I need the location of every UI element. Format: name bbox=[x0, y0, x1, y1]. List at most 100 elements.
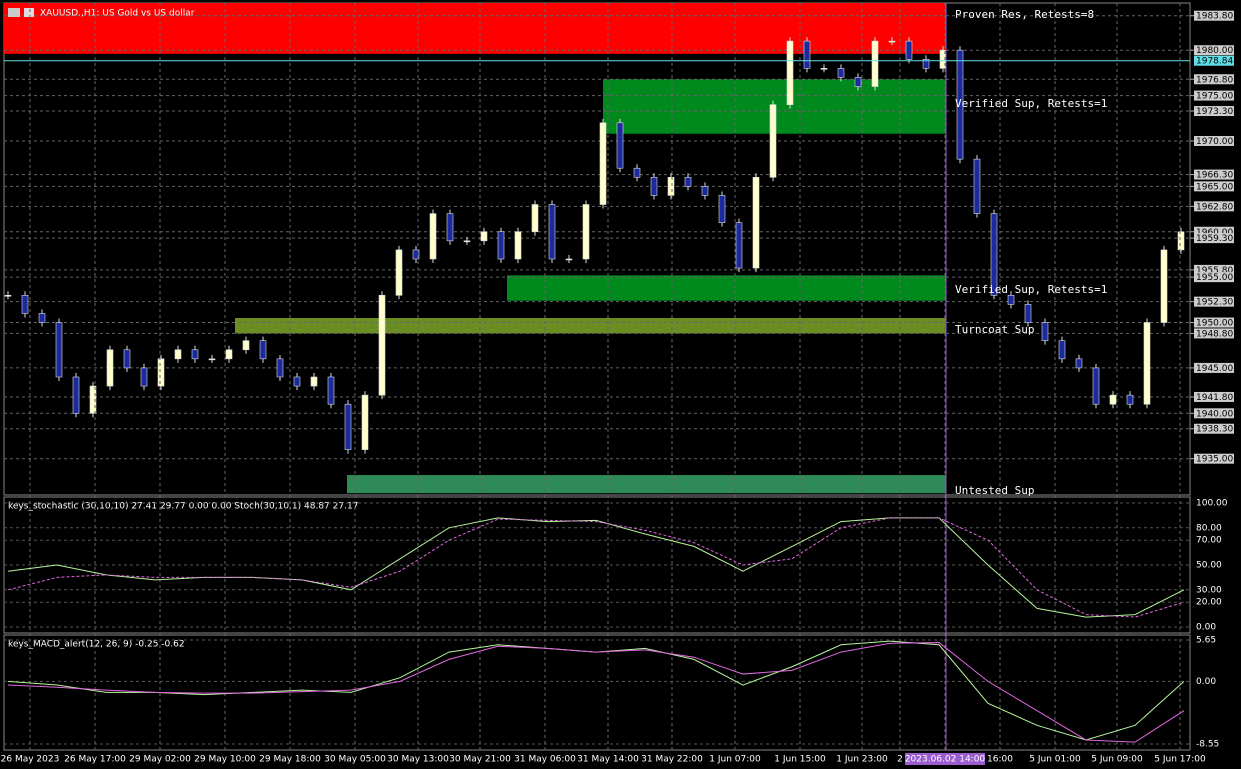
candle bbox=[990, 213, 998, 296]
zone-label: Untested Sup bbox=[955, 484, 1034, 497]
price-label: 1980.00 bbox=[1196, 46, 1233, 56]
price-label: 1940.00 bbox=[1196, 409, 1233, 419]
candle bbox=[871, 40, 879, 87]
time-label: 1 Jun 07:00 bbox=[709, 755, 761, 765]
candle bbox=[1143, 322, 1151, 405]
time-label: 1 Jun 15:00 bbox=[774, 755, 826, 765]
zone-label: Turncoat Sup bbox=[955, 323, 1034, 336]
tick-box bbox=[1194, 362, 1234, 373]
tick-box bbox=[1194, 226, 1234, 237]
candle bbox=[1126, 394, 1134, 405]
current-price-label: 1978.84 bbox=[1196, 57, 1233, 67]
candle bbox=[973, 158, 981, 214]
candle bbox=[191, 349, 199, 360]
tick-box bbox=[1194, 264, 1234, 275]
candle bbox=[293, 376, 301, 387]
axis-label: 0.00 bbox=[1196, 623, 1216, 633]
candle bbox=[480, 231, 488, 242]
price-label: 1976.80 bbox=[1196, 75, 1233, 85]
zone-label: Verified Sup, Retests=1 bbox=[955, 283, 1107, 296]
stoch-title: keys_stochastic (30,10,10) 27.41 29.77 0… bbox=[8, 502, 358, 512]
time-label: 5 Jun 17:00 bbox=[1154, 755, 1206, 765]
axis-label: 5.65 bbox=[1196, 636, 1216, 646]
candle bbox=[1058, 340, 1066, 360]
zone bbox=[507, 275, 946, 301]
macd-frame bbox=[3, 634, 1191, 751]
price-label: 1948.80 bbox=[1196, 329, 1233, 339]
price-label: 1965.00 bbox=[1196, 182, 1233, 192]
price-label: 1959.30 bbox=[1196, 234, 1233, 244]
axis-label: 100.00 bbox=[1196, 499, 1228, 509]
zone-label: Proven Res, Retests=8 bbox=[955, 8, 1094, 21]
tick-box bbox=[1194, 74, 1234, 85]
candle bbox=[701, 186, 709, 196]
price-label: 1938.30 bbox=[1196, 425, 1233, 435]
axis-label: 0.00 bbox=[1196, 677, 1216, 687]
candle bbox=[735, 222, 743, 269]
candle bbox=[922, 58, 930, 69]
candle bbox=[225, 349, 233, 360]
candle bbox=[174, 349, 182, 360]
chart-title: XAUUSD.,H1: US Gold vs US dollar bbox=[40, 9, 195, 19]
time-label: 31 May 14:00 bbox=[577, 755, 639, 765]
tick-box bbox=[1194, 181, 1234, 192]
tick-box bbox=[1194, 328, 1234, 339]
candle bbox=[327, 376, 335, 405]
candle bbox=[21, 294, 29, 314]
candle bbox=[514, 231, 522, 260]
candle bbox=[208, 358, 216, 361]
price-label: 1960.00 bbox=[1196, 228, 1233, 238]
candle bbox=[38, 313, 46, 323]
tick-box bbox=[1194, 233, 1234, 244]
price-label: 1955.80 bbox=[1196, 266, 1233, 276]
candle bbox=[650, 176, 658, 196]
candle bbox=[259, 340, 267, 360]
tick-box bbox=[1194, 272, 1234, 283]
candle bbox=[123, 349, 131, 369]
candle bbox=[463, 240, 471, 243]
time-label: 29 May 02:00 bbox=[129, 755, 191, 765]
axis-label: 70.00 bbox=[1196, 536, 1222, 546]
candle bbox=[1109, 394, 1117, 405]
candle bbox=[361, 394, 369, 450]
time-label: 26 May 17:00 bbox=[64, 755, 126, 765]
tick-box bbox=[1194, 317, 1234, 328]
price-label: 1955.00 bbox=[1196, 273, 1233, 283]
main-pane bbox=[4, 3, 1190, 494]
candle bbox=[395, 249, 403, 296]
candle bbox=[446, 213, 454, 242]
candle bbox=[1041, 322, 1049, 341]
candle bbox=[820, 68, 828, 70]
tick-box bbox=[1194, 106, 1234, 117]
price-label: 1952.30 bbox=[1196, 298, 1233, 308]
candle bbox=[616, 122, 624, 169]
price-label: 1966.30 bbox=[1196, 171, 1233, 181]
candle bbox=[718, 195, 726, 223]
axis-label: 30.00 bbox=[1196, 585, 1222, 595]
candle bbox=[72, 376, 80, 414]
candle bbox=[1160, 249, 1168, 323]
candle bbox=[667, 176, 675, 196]
zone bbox=[235, 317, 946, 334]
tick-box bbox=[1194, 391, 1234, 402]
stochastic-signal bbox=[7, 517, 1185, 618]
tick-box bbox=[1194, 453, 1234, 464]
candle bbox=[344, 403, 352, 450]
price-label: 1973.30 bbox=[1196, 107, 1233, 117]
candle bbox=[752, 176, 760, 269]
price-label: 1935.00 bbox=[1196, 455, 1233, 465]
candle bbox=[1177, 231, 1185, 251]
candle bbox=[157, 358, 165, 387]
axis-label: 50.00 bbox=[1196, 561, 1222, 571]
candle bbox=[565, 258, 573, 261]
candle bbox=[684, 176, 692, 187]
candle bbox=[140, 367, 148, 387]
time-label: 30 May 05:00 bbox=[324, 755, 386, 765]
candle bbox=[242, 340, 250, 351]
price-label: 1945.00 bbox=[1196, 364, 1233, 374]
tick-box bbox=[1194, 201, 1234, 212]
candle bbox=[803, 40, 811, 69]
tick-box bbox=[1194, 169, 1234, 180]
candle bbox=[786, 40, 794, 105]
time-label: 30 May 13:00 bbox=[387, 755, 449, 765]
